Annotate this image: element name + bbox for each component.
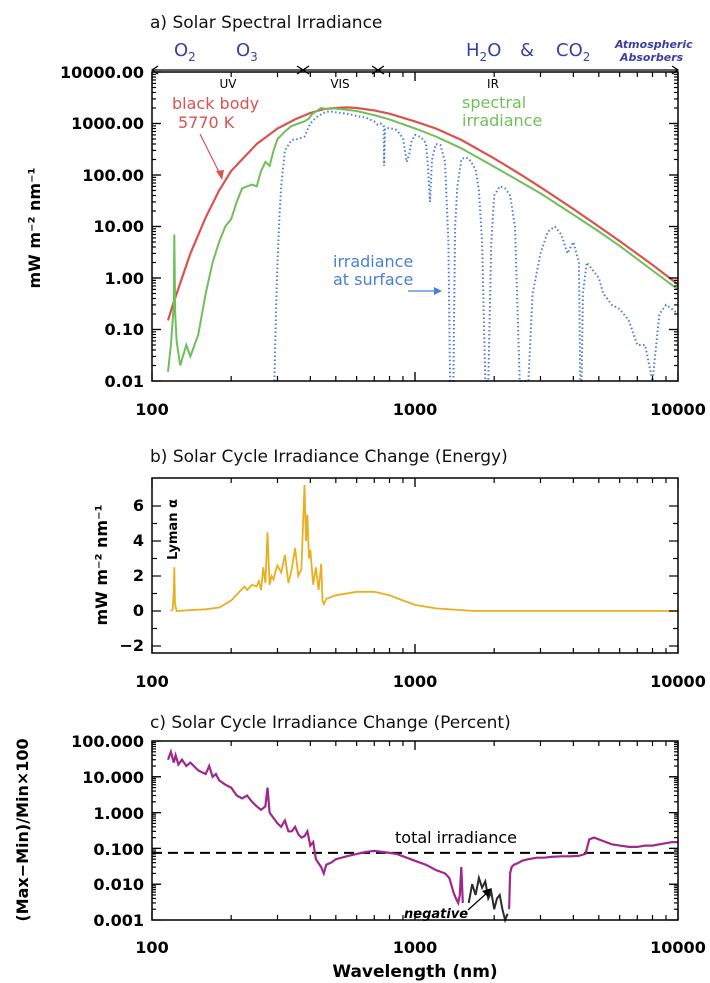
percent-change-curve-ir xyxy=(508,836,678,910)
surface-pointer-head xyxy=(434,287,442,295)
co2-label: CO2 xyxy=(556,40,590,64)
panel-c-ytick-label: 0.001 xyxy=(93,911,144,930)
absorbers-label-2: Absorbers xyxy=(619,51,684,64)
surface-irradiance-curve xyxy=(273,110,679,382)
total-irradiance-label: total irradiance xyxy=(395,828,517,847)
o3-label: O3 xyxy=(236,40,258,64)
negative-pointer-head xyxy=(482,888,492,897)
panel-b-y-ticks xyxy=(152,505,678,647)
panel-b-ytick-label: 0 xyxy=(133,601,144,620)
negative-label: negative xyxy=(404,907,468,922)
panel-c-percent-change: c) Solar Cycle Irradiance Change (Percen… xyxy=(13,713,706,982)
panel-c-y-ticks xyxy=(152,740,678,921)
panel-c-xtick-label: 1000 xyxy=(393,938,438,957)
panel-a-ytick-label: 1000.00 xyxy=(71,114,144,133)
panel-b-frame xyxy=(151,477,679,654)
panel-b-ytick-label: 4 xyxy=(133,531,144,550)
panel-a-xtick-label: 10000 xyxy=(650,400,706,419)
panel-a-xtick-label: 100 xyxy=(135,400,168,419)
panel-b-title: b) Solar Cycle Irradiance Change (Energy… xyxy=(150,447,508,467)
black-body-label-1: black body xyxy=(172,94,259,113)
panel-b-ytick-label: 2 xyxy=(133,566,144,585)
panel-b-x-ticks xyxy=(151,478,679,653)
panel-c-y-axis-label: (Max−Min)/Min×100 xyxy=(13,738,32,921)
panel-c-ytick-label: 1.000 xyxy=(93,804,144,823)
panel-c-xtick-label: 10000 xyxy=(650,938,706,957)
panel-a-ytick-label: 0.10 xyxy=(105,320,144,339)
spectral-irradiance-curve xyxy=(167,106,679,373)
region-ir-label: IR xyxy=(487,77,499,91)
percent-change-curve-uv xyxy=(166,748,464,907)
panel-b-ytick-label: 6 xyxy=(133,496,144,515)
panel-a-spectral-irradiance: a) Solar Spectral Irradiance O2 O3 H2O &… xyxy=(25,13,706,419)
black-body-pointer-head xyxy=(216,170,224,180)
surface-label-2: at surface xyxy=(333,270,413,289)
region-uv-label: UV xyxy=(220,77,238,91)
panel-b-xtick-label: 1000 xyxy=(393,672,438,691)
panel-b-ytick-label: −2 xyxy=(119,636,144,655)
panel-c-xtick-label: 100 xyxy=(135,938,168,957)
panel-c-title: c) Solar Cycle Irradiance Change (Percen… xyxy=(150,713,511,733)
panel-a-ytick-label: 0.01 xyxy=(105,372,144,391)
panel-a-x-ticks xyxy=(151,72,679,381)
panel-a-ytick-label: 100.00 xyxy=(82,166,144,185)
panel-a-ytick-label: 1.00 xyxy=(105,269,144,288)
energy-change-curve xyxy=(170,484,678,612)
panel-c-ytick-label: 0.100 xyxy=(93,840,144,859)
spectral-label-1: spectral xyxy=(462,93,526,112)
panel-a-title: a) Solar Spectral Irradiance xyxy=(150,13,382,33)
panel-c-ytick-label: 0.010 xyxy=(93,875,144,894)
region-vis-label: VIS xyxy=(330,77,349,91)
absorbers-label-1: Atmospheric xyxy=(614,38,693,51)
panel-b-xtick-label: 10000 xyxy=(650,672,706,691)
black-body-label-2: 5770 K xyxy=(178,113,235,132)
panel-a-y-axis-label: mW m⁻² nm⁻¹ xyxy=(25,167,44,288)
ampersand-label: & xyxy=(520,40,534,61)
panel-a-xtick-label: 1000 xyxy=(393,400,438,419)
panel-c-ytick-label: 10.000 xyxy=(82,768,144,787)
panel-b-xtick-label: 100 xyxy=(135,672,168,691)
panel-c-ytick-label: 100.000 xyxy=(71,732,144,751)
h2o-label: H2O xyxy=(466,40,501,64)
black-body-curve xyxy=(166,106,679,321)
panel-a-ytick-label: 10000.00 xyxy=(60,63,144,82)
o2-label: O2 xyxy=(174,40,196,64)
black-body-pointer xyxy=(199,133,223,179)
surface-label-1: irradiance xyxy=(333,252,413,271)
panel-b-energy-change: b) Solar Cycle Irradiance Change (Energy… xyxy=(92,447,706,691)
panel-a-y-ticks xyxy=(152,71,678,382)
panel-a-ytick-label: 10.00 xyxy=(93,217,144,236)
spectral-label-2: irradiance xyxy=(462,111,542,130)
negative-pointer xyxy=(467,891,489,911)
percent-change-negative-curve xyxy=(467,873,509,924)
x-axis-label: Wavelength (nm) xyxy=(332,962,497,982)
panel-b-y-axis-label: mW m⁻² nm⁻¹ xyxy=(92,504,111,625)
region-arrows xyxy=(150,65,680,75)
lyman-alpha-label: Lyman α xyxy=(166,499,181,560)
